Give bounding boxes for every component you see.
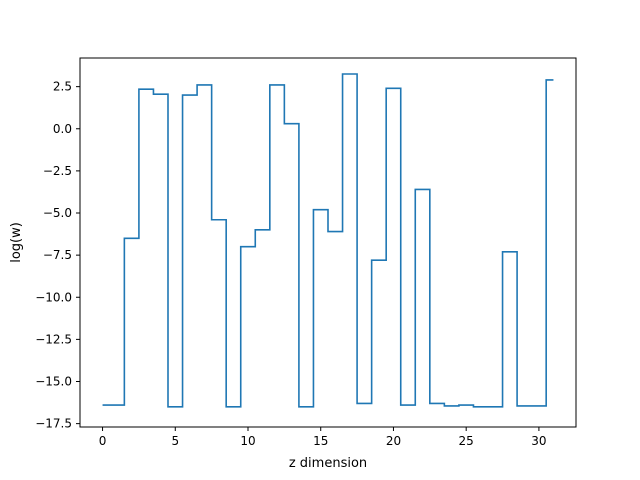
x-tick-label: 15 <box>313 434 328 448</box>
y-tick-label: −7.5 <box>43 248 72 262</box>
y-tick-label: −5.0 <box>43 206 72 220</box>
plot-area <box>102 73 554 408</box>
x-tick-label: 30 <box>531 434 546 448</box>
axes-frame <box>79 57 577 428</box>
y-tick-label: 0.0 <box>53 122 72 136</box>
x-tick-label: 20 <box>386 434 401 448</box>
x-tick-label: 25 <box>459 434 474 448</box>
y-tick-label: −10.0 <box>35 290 72 304</box>
y-axis: 2.5 0.0 −2.5 −5.0 −7.5 −10.0 −12.5 −15.0 −17.5 <box>35 80 80 431</box>
series-line-0 <box>102 73 554 408</box>
y-tick-label: −17.5 <box>35 417 72 431</box>
x-tick-label: 0 <box>99 434 107 448</box>
x-axis-label: z dimension <box>289 456 367 471</box>
x-axis: 0 5 10 15 20 25 30 <box>99 427 547 448</box>
x-tick-label: 5 <box>171 434 179 448</box>
x-tick-label: 10 <box>240 434 255 448</box>
y-tick-label: −12.5 <box>35 332 72 346</box>
y-tick-label: −2.5 <box>43 164 72 178</box>
y-tick-label: 2.5 <box>53 80 72 94</box>
y-tick-label: −15.0 <box>35 375 72 389</box>
y-axis-label: log(w) <box>9 222 24 263</box>
